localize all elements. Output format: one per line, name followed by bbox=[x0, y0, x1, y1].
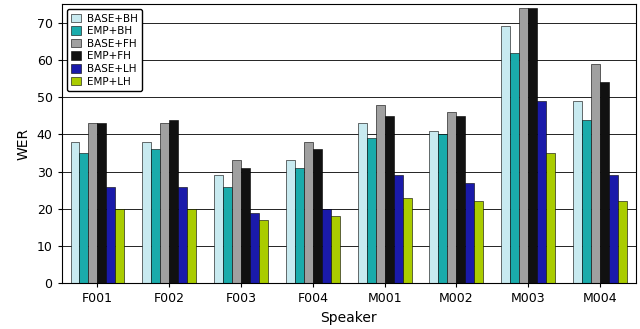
Bar bbox=[573, 101, 582, 283]
Bar bbox=[429, 131, 438, 283]
Bar bbox=[241, 168, 250, 283]
Legend: BASE+BH, EMP+BH, BASE+FH, EMP+FH, BASE+LH, EMP+LH: BASE+BH, EMP+BH, BASE+FH, EMP+FH, BASE+L… bbox=[67, 9, 141, 91]
Bar bbox=[97, 123, 106, 283]
Bar bbox=[214, 175, 223, 283]
Bar bbox=[465, 183, 474, 283]
Bar bbox=[600, 82, 609, 283]
Bar bbox=[358, 123, 367, 283]
Bar bbox=[169, 119, 178, 283]
Bar bbox=[115, 209, 124, 283]
Bar bbox=[618, 201, 627, 283]
Bar bbox=[519, 8, 528, 283]
Bar bbox=[403, 198, 412, 283]
Bar bbox=[142, 142, 151, 283]
Bar bbox=[582, 119, 591, 283]
Bar bbox=[591, 64, 600, 283]
Y-axis label: WER: WER bbox=[17, 128, 31, 160]
Bar bbox=[438, 135, 447, 283]
Bar bbox=[528, 8, 537, 283]
Bar bbox=[501, 27, 510, 283]
Bar bbox=[178, 187, 187, 283]
Bar bbox=[88, 123, 97, 283]
Bar bbox=[609, 175, 618, 283]
Bar bbox=[295, 168, 304, 283]
Bar bbox=[447, 112, 456, 283]
Bar bbox=[376, 105, 385, 283]
Bar bbox=[385, 116, 394, 283]
Bar bbox=[367, 138, 376, 283]
Bar bbox=[223, 187, 232, 283]
Bar bbox=[546, 153, 555, 283]
X-axis label: Speaker: Speaker bbox=[321, 311, 377, 325]
Bar bbox=[79, 153, 88, 283]
Bar bbox=[456, 116, 465, 283]
Bar bbox=[474, 201, 483, 283]
Bar bbox=[70, 142, 79, 283]
Bar bbox=[160, 123, 169, 283]
Bar bbox=[313, 149, 322, 283]
Bar bbox=[187, 209, 196, 283]
Bar bbox=[151, 149, 160, 283]
Bar bbox=[394, 175, 403, 283]
Bar bbox=[304, 142, 313, 283]
Bar bbox=[286, 161, 295, 283]
Bar bbox=[232, 161, 241, 283]
Bar bbox=[250, 213, 259, 283]
Bar bbox=[106, 187, 115, 283]
Bar bbox=[322, 209, 331, 283]
Bar bbox=[510, 53, 519, 283]
Bar bbox=[259, 220, 268, 283]
Bar bbox=[331, 216, 340, 283]
Bar bbox=[537, 101, 546, 283]
